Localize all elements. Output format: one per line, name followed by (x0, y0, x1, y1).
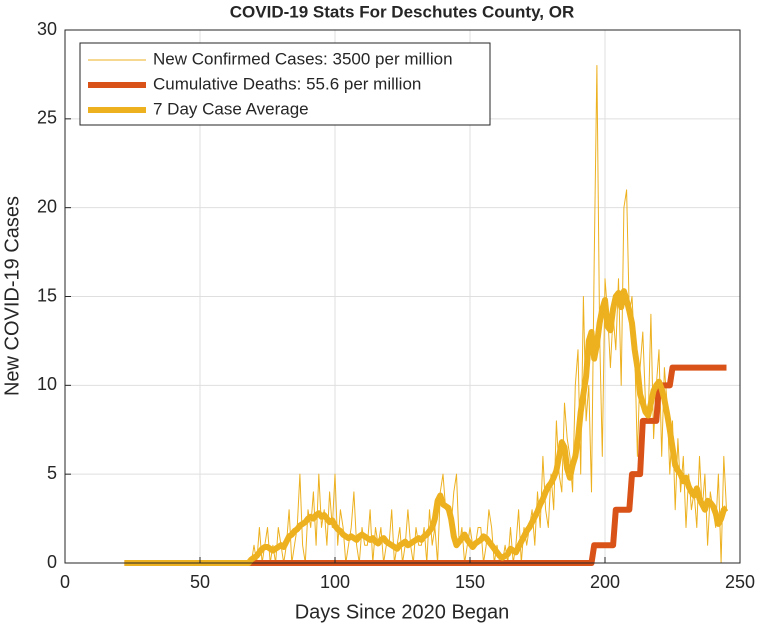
y-tick-label: 10 (37, 374, 57, 394)
x-tick-label: 0 (60, 572, 70, 592)
x-tick-label: 150 (455, 572, 485, 592)
legend-label: 7 Day Case Average (153, 99, 309, 118)
x-tick-label: 200 (590, 572, 620, 592)
y-tick-label: 5 (47, 463, 57, 483)
x-tick-label: 250 (725, 572, 755, 592)
legend-label: Cumulative Deaths: 55.6 per million (153, 74, 421, 93)
y-tick-label: 25 (37, 108, 57, 128)
legend-box (79, 42, 491, 126)
x-axis-label: Days Since 2020 Began (295, 601, 510, 623)
ticks: 0 50 100 150 200 250 0 5 10 15 20 25 30 (37, 19, 755, 592)
y-tick-label: 0 (47, 552, 57, 572)
x-tick-label: 50 (190, 572, 210, 592)
x-tick-label: 100 (320, 572, 350, 592)
y-tick-label: 20 (37, 196, 57, 216)
y-tick-label: 15 (37, 285, 57, 305)
y-tick-label: 30 (37, 19, 57, 39)
legend: New Confirmed Cases: 3500 per million Cum… (79, 42, 491, 126)
chart-title: COVID-19 Stats For Deschutes County, OR (230, 2, 574, 21)
legend-label: New Confirmed Cases: 3500 per million (153, 49, 453, 68)
y-axis-label: New COVID-19 Cases (1, 196, 23, 396)
